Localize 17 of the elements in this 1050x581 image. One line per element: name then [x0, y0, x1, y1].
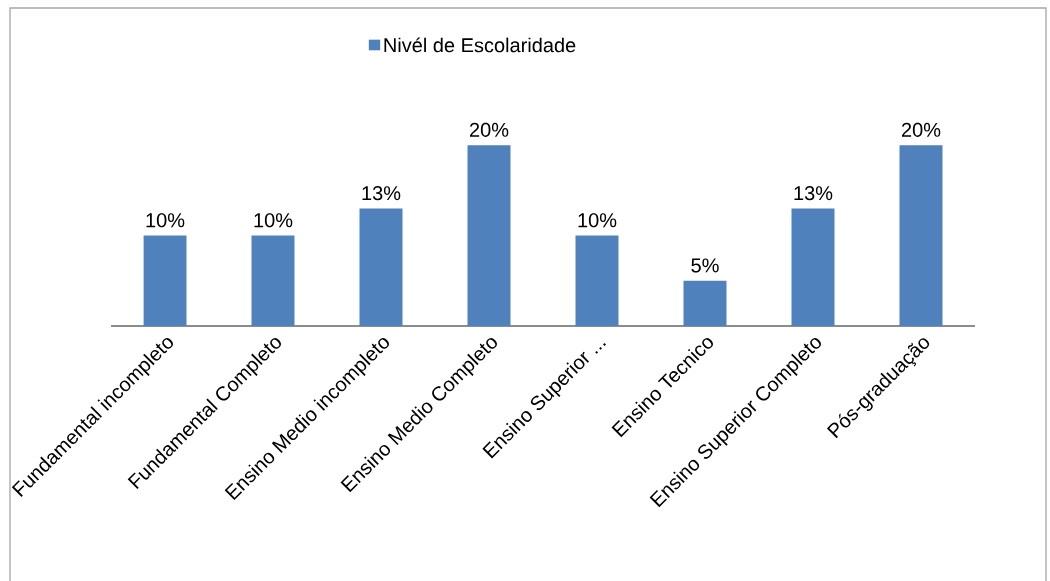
data-label: 13%	[362, 186, 401, 201]
bar	[791, 208, 835, 326]
data-label: 10%	[146, 213, 185, 228]
data-label: 20%	[901, 122, 941, 137]
bar	[143, 235, 187, 326]
bar	[683, 280, 727, 326]
bar	[899, 145, 943, 326]
bar	[575, 235, 619, 326]
data-label: 13%	[794, 186, 833, 201]
bar	[467, 145, 511, 326]
data-label: 10%	[578, 213, 617, 228]
data-label: 10%	[254, 213, 293, 228]
bar	[251, 235, 295, 326]
bar	[359, 208, 403, 326]
data-label: 5%	[691, 258, 719, 273]
data-label: 20%	[469, 122, 509, 137]
legend-label: Nivél de Escolaridade	[384, 37, 576, 53]
